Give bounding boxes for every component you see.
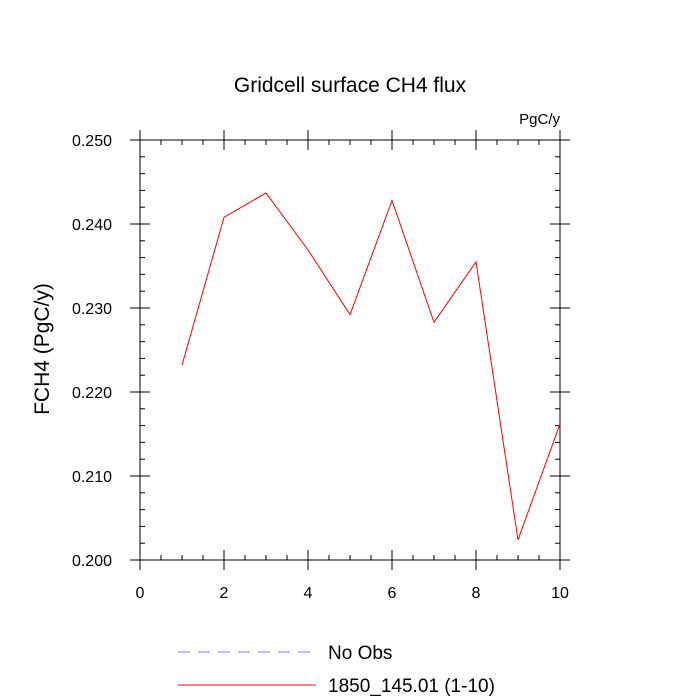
y-tick-label: 0.240 (72, 217, 112, 234)
legend: No Obs 1850_145.01 (1-10) (178, 643, 495, 697)
x-tick-label: 10 (551, 585, 569, 602)
x-tick-label: 2 (220, 585, 229, 602)
x-tick-labels: 0 2 4 6 8 10 (136, 585, 569, 602)
y-axis-label: FCH4 (PgC/y) (31, 283, 54, 415)
y-tick-label: 0.210 (72, 469, 112, 486)
legend-label: 1850_145.01 (1-10) (328, 676, 495, 697)
series-line (181, 192, 561, 540)
x-tick-label: 4 (304, 585, 313, 602)
x-tick-label: 0 (136, 585, 145, 602)
x-tick-label: 8 (472, 585, 481, 602)
data-series (181, 192, 561, 540)
units-label: PgC/y (519, 111, 560, 128)
chart-title: Gridcell surface CH4 flux (234, 74, 467, 97)
y-tick-labels: 0.200 0.210 0.220 0.230 0.240 0.250 (72, 133, 112, 570)
y-tick-label: 0.230 (72, 301, 112, 318)
y-tick-label: 0.220 (72, 385, 112, 402)
legend-label: No Obs (328, 643, 392, 664)
y-tick-label: 0.250 (72, 133, 112, 150)
plot-frame (139, 139, 561, 561)
y-tick-label: 0.200 (72, 553, 112, 570)
x-tick-label: 6 (388, 585, 397, 602)
axis-ticks (130, 130, 570, 570)
